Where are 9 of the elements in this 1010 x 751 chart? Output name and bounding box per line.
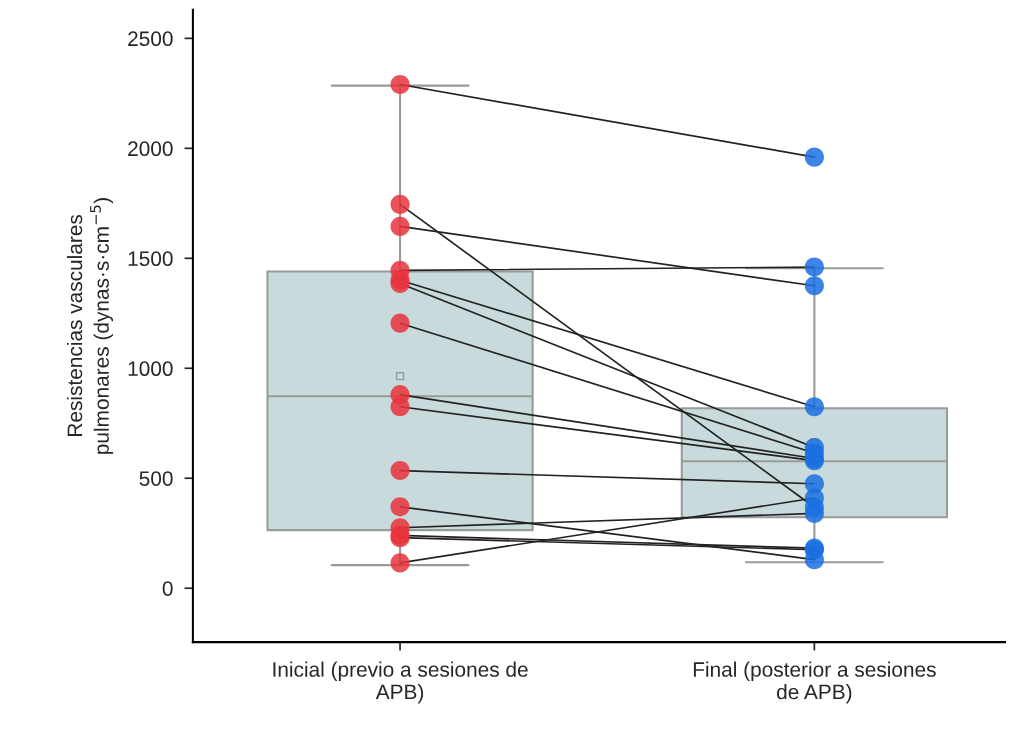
y-tick-label: 2500 xyxy=(128,31,173,47)
y-tick-label: 500 xyxy=(139,471,173,486)
y-tick-label: 0 xyxy=(162,581,173,596)
y-axis-title: Resistencias vasculares pulmonares (dynas·s·cm$^{−5}$) xyxy=(66,198,114,454)
y-tick-label: 1000 xyxy=(128,361,173,377)
x-tick-label: Inicial (previo a sesiones de APB) xyxy=(273,661,528,704)
y-tick-label: 1500 xyxy=(128,251,173,267)
x-tick-label: Final (posterior a sesiones de APB) xyxy=(693,661,936,704)
y-tick-label: 2000 xyxy=(128,141,173,157)
